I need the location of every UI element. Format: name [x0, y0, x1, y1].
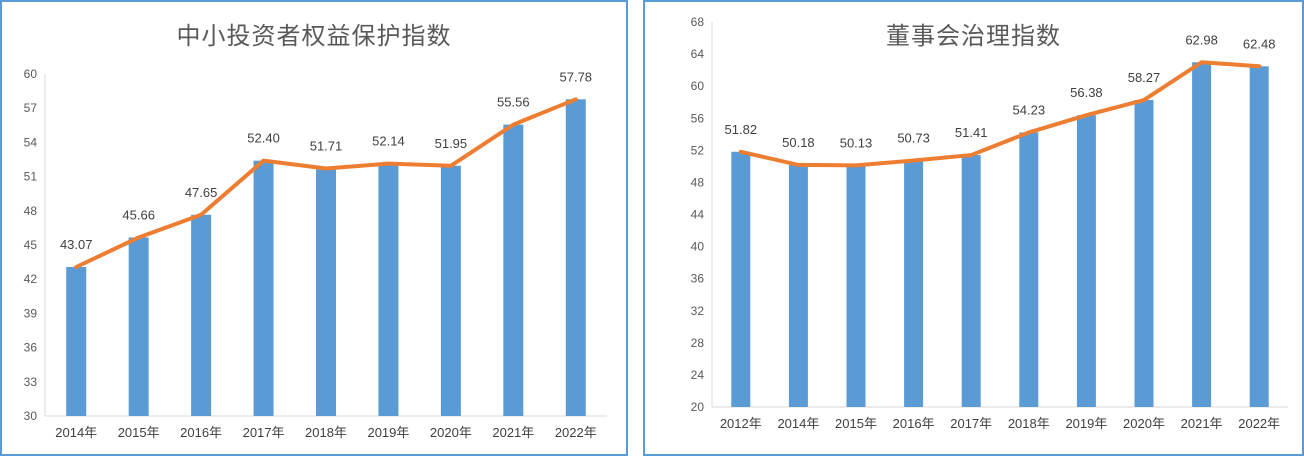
bar [316, 168, 336, 416]
y-tick-label: 36 [24, 341, 38, 355]
data-label: 57.78 [560, 69, 593, 84]
data-label: 45.66 [122, 207, 155, 222]
x-tick-label: 2012年 [720, 416, 762, 431]
data-label: 56.38 [1070, 85, 1103, 100]
y-tick-label: 30 [24, 409, 38, 423]
data-label: 47.65 [185, 185, 218, 200]
x-tick-label: 2018年 [1008, 416, 1050, 431]
bar [1019, 132, 1039, 407]
y-tick-label: 56 [691, 111, 705, 125]
data-label: 43.07 [60, 237, 93, 252]
bar [1249, 66, 1269, 408]
y-tick-label: 24 [691, 368, 705, 382]
chart-title: 董事会治理指数 [886, 22, 1061, 50]
data-label: 54.23 [1013, 102, 1046, 117]
bar [1076, 115, 1096, 407]
bar [503, 124, 524, 416]
x-tick-label: 2014年 [55, 425, 97, 440]
y-tick-label: 39 [24, 306, 38, 320]
x-tick-label: 2022年 [555, 425, 597, 440]
data-label: 51.71 [310, 139, 343, 154]
y-tick-label: 20 [691, 400, 705, 414]
x-tick-label: 2018年 [305, 425, 347, 440]
data-label: 51.95 [435, 136, 468, 151]
y-tick-label: 54 [24, 135, 38, 149]
chart-panel-left: 中小投资者权益保护指数 30 33 36 39 42 45 48 51 54 57 60 2014年 2… [0, 0, 628, 456]
bar [1134, 100, 1154, 407]
y-tick-label: 48 [691, 175, 705, 189]
bar [788, 164, 808, 407]
x-tick-label: 2015年 [835, 416, 877, 431]
y-tick-label: 42 [24, 272, 38, 286]
x-tick-label: 2014年 [777, 416, 819, 431]
x-tick-label: 2019年 [1065, 416, 1107, 431]
trend-line [74, 97, 578, 270]
bar [565, 99, 586, 417]
bar [961, 155, 981, 407]
y-tick-label: 57 [24, 101, 38, 115]
bar [731, 151, 751, 407]
bar [378, 163, 399, 416]
bar [253, 160, 274, 416]
bar [846, 165, 866, 407]
x-tick-label: 2015年 [118, 425, 160, 440]
x-tick-label: 2019年 [367, 425, 409, 440]
y-tick-label: 44 [691, 208, 705, 222]
bar [1192, 62, 1212, 407]
chart-title: 中小投资者权益保护指数 [176, 22, 452, 50]
data-label: 58.27 [1128, 70, 1161, 85]
bar [904, 160, 924, 407]
y-tick-label: 51 [24, 170, 38, 184]
data-label: 50.73 [897, 131, 930, 146]
data-label: 55.56 [497, 95, 530, 110]
data-label: 52.40 [247, 131, 280, 146]
y-tick-label: 40 [691, 240, 705, 254]
y-tick-label: 32 [691, 304, 705, 318]
x-tick-label: 2020年 [1123, 416, 1165, 431]
data-label: 62.48 [1243, 36, 1276, 51]
data-label: 51.82 [725, 122, 758, 137]
chart-plot-right: 20 24 28 32 36 40 44 48 52 56 60 64 68 2012年 2014年 2015… [691, 15, 1288, 431]
chart-panel-right: 董事会治理指数 20 24 28 32 36 40 44 48 52 56 60 64 68 2012年 2… [643, 0, 1304, 456]
x-tick-label: 2016年 [180, 425, 222, 440]
bar [440, 165, 461, 416]
y-tick-label: 68 [691, 15, 705, 29]
y-tick-label: 52 [691, 143, 705, 157]
y-tick-label: 60 [691, 79, 705, 93]
y-tick-label: 64 [691, 47, 705, 61]
trend-line [738, 60, 1262, 168]
bar [191, 214, 212, 416]
bar [66, 267, 87, 416]
y-tick-label: 48 [24, 204, 38, 218]
x-tick-label: 2022年 [1238, 416, 1280, 431]
x-tick-label: 2021年 [1181, 416, 1223, 431]
y-tick-label: 28 [691, 336, 705, 350]
data-label: 51.41 [955, 125, 988, 140]
x-tick-label: 2017年 [243, 425, 285, 440]
data-label: 50.13 [840, 135, 873, 150]
x-tick-label: 2017年 [950, 416, 992, 431]
y-tick-label: 45 [24, 238, 38, 252]
x-tick-label: 2020年 [430, 425, 472, 440]
x-tick-label: 2021年 [492, 425, 534, 440]
data-label: 62.98 [1185, 32, 1218, 47]
y-tick-label: 60 [24, 67, 38, 81]
y-tick-label: 36 [691, 272, 705, 286]
data-label: 52.14 [372, 134, 405, 149]
x-tick-label: 2016年 [893, 416, 935, 431]
bar [128, 237, 149, 416]
data-label: 50.18 [782, 135, 815, 150]
y-tick-label: 33 [24, 375, 38, 389]
chart-plot-left: 30 33 36 39 42 45 48 51 54 57 60 2014年 2015年 2016年 201… [24, 67, 607, 440]
